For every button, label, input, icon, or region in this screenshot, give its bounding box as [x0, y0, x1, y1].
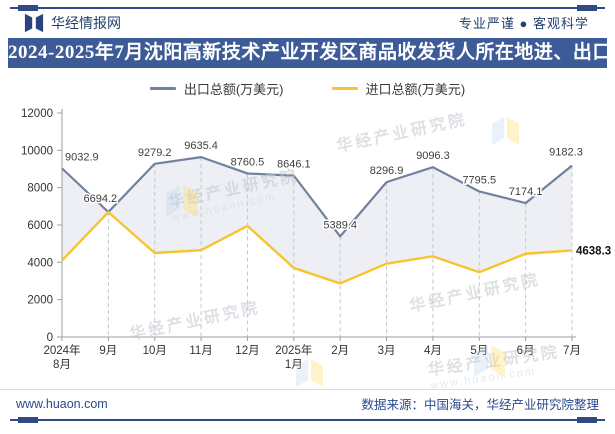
x-axis-tick-label: 2025年 1月: [275, 343, 312, 371]
export-point-label: 9279.2: [138, 147, 172, 159]
export-point-label: 9096.3: [416, 150, 450, 162]
top-border: [10, 5, 605, 11]
page-title: 2024-2025年7月沈阳高新技术产业开发区商品收发货人所在地进、出口额: [8, 38, 615, 68]
export-point-label: 7795.5: [462, 174, 496, 186]
legend-label: 出口总额(万美元): [183, 81, 284, 97]
export-line: [61, 156, 573, 238]
legend-item-import[interactable]: 进口总额(万美元): [331, 79, 466, 98]
x-axis-tick-label: 10月: [143, 345, 167, 357]
x-axis-tick-label: 3月: [378, 345, 396, 357]
export-point-label: 8646.1: [277, 159, 311, 171]
x-axis-tick-label: 7月: [563, 345, 581, 357]
data-source-text: 数据来源：中国海关，华经产业研究院整理: [361, 398, 599, 412]
legend-item-export[interactable]: 出口总额(万美元): [149, 79, 284, 98]
export-point-label: 5389.4: [323, 219, 357, 231]
y-axis-tick-label: 6000: [27, 220, 53, 232]
export-point-label: 7174.1: [509, 186, 543, 198]
y-axis-tick-label: 12000: [21, 108, 53, 120]
x-axis-tick-label: 2024年 8月: [43, 343, 80, 371]
export-point-label: 9032.9: [65, 151, 99, 163]
x-axis-tick-label: 6月: [517, 345, 535, 357]
x-axis-tick-label: 11月: [189, 345, 212, 357]
y-axis-tick-label: 4000: [27, 257, 53, 269]
header-tagline: 专业严谨 ● 客观科学: [458, 16, 589, 31]
import-line: [61, 210, 573, 285]
brand-name: 华经情报网: [51, 14, 121, 31]
footer: www.huaon.com 数据来源：中国海关，华经产业研究院整理: [0, 389, 615, 416]
x-axis-tick-label: 4月: [424, 345, 442, 357]
brand: 华经情报网: [24, 13, 121, 33]
export-point-label: 8760.5: [231, 156, 265, 168]
x-axis-tick-label: 12月: [235, 345, 259, 357]
chart-legend: 出口总额(万美元) 进口总额(万美元): [0, 77, 615, 99]
legend-swatch: [149, 86, 176, 90]
export-point-label: 6694.2: [84, 193, 118, 205]
export-point-label: 9182.3: [549, 147, 583, 159]
y-axis-tick-label: 10000: [21, 145, 53, 157]
x-axis-tick-label: 9月: [99, 345, 117, 357]
website-link[interactable]: www.huaon.com: [16, 396, 108, 411]
legend-label: 进口总额(万美元): [365, 81, 466, 97]
export-point-label: 9635.4: [184, 140, 218, 152]
brand-logo-icon: [24, 13, 44, 32]
import-point-label: 4638.3: [576, 245, 611, 257]
bottom-border: [10, 417, 605, 423]
chart-svg: 0 2000 4000 6000 8000 10000 12000 2024年 8月 9月 10月 1…: [21, 108, 613, 371]
x-axis-tick-label: 5月: [470, 345, 488, 357]
y-axis-tick-label: 0: [47, 332, 53, 344]
y-axis-tick-label: 2000: [27, 295, 53, 307]
export-point-label: 8296.9: [370, 165, 404, 177]
series-band-fill: [62, 157, 572, 284]
legend-swatch: [331, 86, 358, 90]
y-axis-tick-label: 8000: [27, 183, 53, 195]
header: 华经情报网 专业严谨 ● 客观科学: [0, 9, 615, 36]
x-axis-tick-label: 2月: [331, 345, 349, 357]
